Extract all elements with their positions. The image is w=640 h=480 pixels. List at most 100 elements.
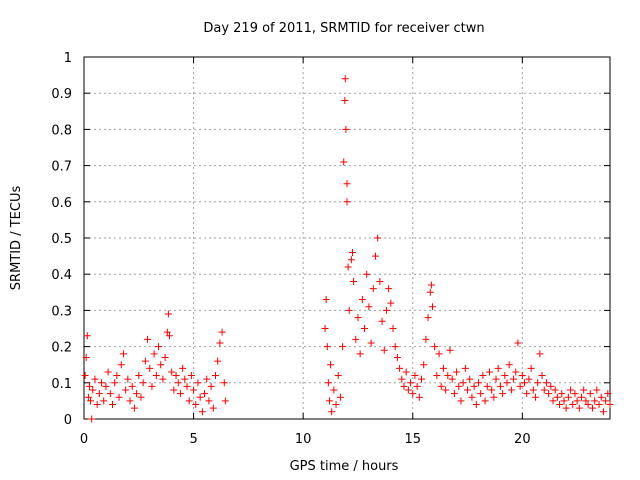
data-point (479, 372, 487, 380)
data-point (411, 372, 419, 380)
data-point (181, 375, 189, 383)
y-tick-label: 0.8 (51, 123, 72, 138)
data-point (344, 263, 352, 271)
data-point (328, 408, 336, 416)
data-point (95, 390, 103, 398)
data-point (387, 299, 395, 307)
data-point (185, 397, 193, 405)
data-point (163, 328, 171, 336)
data-point (545, 390, 553, 398)
chart-title: Day 219 of 2011, SRMTID for receiver ctw… (203, 21, 484, 36)
data-point (582, 397, 590, 405)
data-point (415, 393, 423, 401)
data-point (580, 386, 588, 394)
data-point (398, 375, 406, 383)
data-point (378, 317, 386, 325)
y-tick-label: 0.3 (51, 304, 72, 319)
data-point (340, 158, 348, 166)
data-point (207, 382, 215, 390)
data-point (139, 379, 147, 387)
data-point (481, 397, 489, 405)
data-point (347, 256, 355, 264)
data-point (418, 375, 426, 383)
data-point (567, 386, 575, 394)
data-point (431, 343, 439, 351)
data-point (468, 393, 476, 401)
data-point (187, 372, 195, 380)
data-point (542, 379, 550, 387)
data-point (89, 386, 97, 394)
data-point (130, 404, 138, 412)
data-point (165, 332, 173, 340)
data-point (341, 96, 349, 104)
data-point (141, 357, 149, 365)
y-tick-label: 1 (64, 51, 72, 66)
data-point (128, 382, 136, 390)
data-point (534, 379, 542, 387)
data-point (507, 386, 515, 394)
data-point (413, 382, 421, 390)
data-point (602, 397, 610, 405)
data-point (91, 375, 99, 383)
data-point (389, 325, 397, 332)
data-point (404, 386, 412, 394)
data-point (126, 397, 134, 405)
y-tick-label: 0.4 (51, 268, 72, 283)
data-point (345, 306, 353, 314)
data-point (505, 361, 513, 369)
data-point (330, 386, 338, 394)
data-point (348, 248, 356, 256)
data-point (111, 379, 119, 387)
data-point (490, 393, 498, 401)
data-point (464, 386, 472, 394)
data-point (350, 277, 358, 285)
data-point (172, 372, 180, 380)
data-point (192, 401, 200, 409)
data-point (606, 401, 614, 409)
data-point (93, 401, 101, 409)
x-tick-label: 15 (404, 432, 421, 447)
data-points (81, 75, 614, 423)
data-point (146, 364, 154, 372)
data-point (461, 364, 469, 372)
data-point (385, 285, 393, 293)
data-point (595, 401, 603, 409)
data-point (450, 390, 458, 398)
data-point (518, 372, 526, 380)
data-point (321, 325, 329, 332)
data-point (179, 364, 187, 372)
data-point (521, 379, 529, 387)
data-point (218, 328, 226, 336)
data-point (84, 393, 92, 401)
data-point (470, 382, 478, 390)
data-point (363, 270, 371, 278)
data-point (402, 368, 410, 376)
data-point (448, 375, 456, 383)
data-point (586, 390, 594, 398)
data-point (164, 310, 172, 318)
data-point (212, 372, 219, 380)
data-point (475, 379, 482, 387)
data-point (380, 346, 388, 354)
data-point (365, 303, 373, 311)
data-point (435, 350, 443, 358)
data-point (560, 397, 568, 405)
data-point (496, 382, 504, 390)
data-point (194, 379, 202, 387)
data-point (529, 386, 537, 394)
data-point (599, 408, 607, 416)
data-point (549, 397, 557, 405)
data-point (161, 353, 169, 361)
data-point (104, 368, 112, 376)
data-point (455, 382, 463, 390)
data-point (343, 180, 351, 188)
data-point (369, 285, 377, 293)
data-point (356, 350, 364, 358)
data-point (358, 296, 366, 304)
data-point (155, 343, 163, 351)
data-point (466, 375, 474, 383)
data-point (591, 397, 599, 405)
data-point (220, 379, 228, 387)
data-point (444, 372, 452, 380)
